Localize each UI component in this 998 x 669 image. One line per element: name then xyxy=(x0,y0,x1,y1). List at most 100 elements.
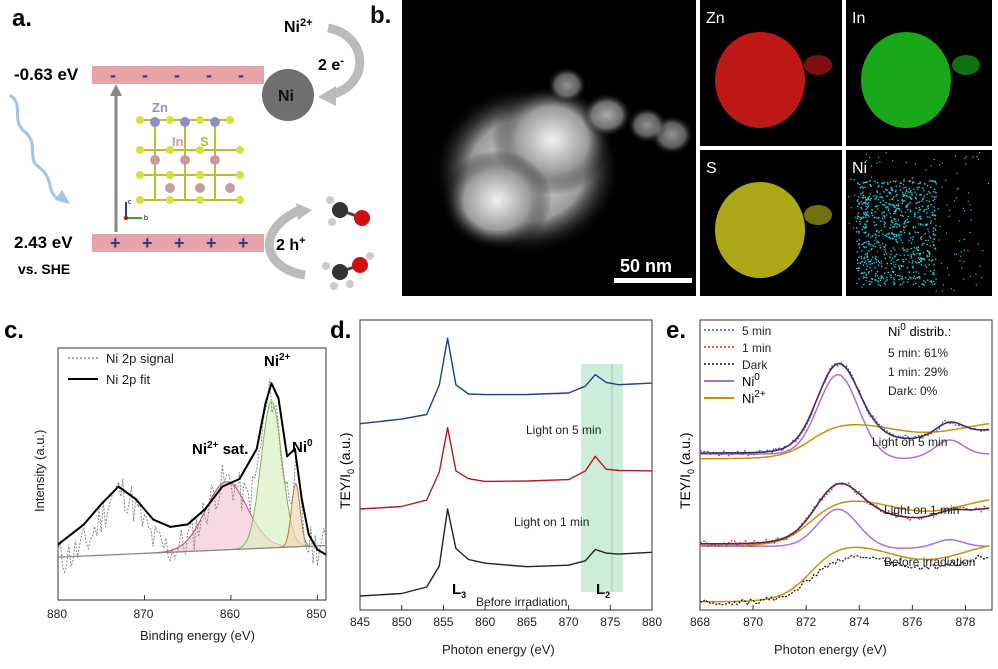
ni-map-dot xyxy=(860,272,863,274)
ni-map-dot xyxy=(917,223,920,225)
ni-map-dot xyxy=(934,218,936,220)
ni-map-dot xyxy=(969,232,971,234)
ni-map-dot xyxy=(864,253,867,255)
ni-map-dot xyxy=(867,214,870,216)
ni-map-dot xyxy=(935,290,937,292)
ni-map-dot xyxy=(893,279,895,281)
ni-map-dot xyxy=(867,202,869,204)
ni-map-dot xyxy=(870,165,872,167)
ni-map-dot xyxy=(886,214,888,216)
ni-map-dot xyxy=(930,180,933,182)
ni-map-dot xyxy=(876,195,878,197)
ni-map-dot xyxy=(902,195,904,197)
ni-map-dot xyxy=(889,212,891,215)
ni-map-dot xyxy=(865,221,868,223)
crystal-structure-icon: Zn In S c b xyxy=(124,100,244,222)
ni-map-dot xyxy=(861,244,863,246)
ni-map-dot xyxy=(933,244,935,247)
ni-map-dot xyxy=(870,236,872,238)
ni-map-dot xyxy=(881,276,883,278)
ni-map-dot xyxy=(934,283,936,285)
x-axis-label: Binding energy (eV) xyxy=(140,628,255,643)
ni-map-dot xyxy=(928,259,930,261)
svg-text:-: - xyxy=(110,65,116,85)
ni-map-dot xyxy=(919,215,922,218)
ni-map-dot xyxy=(925,223,927,225)
ni-map-dot xyxy=(876,229,878,232)
ni-map-dot xyxy=(897,241,899,244)
ni-map-dot xyxy=(896,194,898,196)
ni-map-dot xyxy=(863,202,866,204)
ni-map-dot xyxy=(902,226,905,228)
ni-map-dot xyxy=(890,262,892,265)
ni-map-dot xyxy=(864,196,866,198)
ni-map-dot xyxy=(911,198,913,200)
ni-map-dot xyxy=(927,207,930,210)
ni-particle-icon xyxy=(262,69,314,121)
ni-map-dot xyxy=(912,267,914,269)
ni-map-dot xyxy=(934,198,936,201)
ni-map-dot xyxy=(960,251,962,253)
ni-map-dot xyxy=(919,261,921,263)
ni-map-dot xyxy=(972,156,974,158)
ni-map-dot xyxy=(941,290,944,292)
panel-a: a. - - - - - + + + + + -0.63 eV 2.43 eV vs. SH… xyxy=(0,0,400,300)
ni-map-dot xyxy=(938,239,940,241)
curve-label-before: Before irradiation xyxy=(884,555,975,569)
ni-map-dot xyxy=(894,212,896,214)
ni-map-dot xyxy=(883,223,885,226)
legend-label-0: 5 min xyxy=(742,324,771,338)
ni-map-dot xyxy=(901,242,904,244)
ni-map-dot xyxy=(890,253,892,255)
ni-map-dot xyxy=(932,272,934,274)
ni-map-dot xyxy=(874,245,876,248)
ni-map-dot xyxy=(860,201,862,203)
electron-signs: --- -- xyxy=(110,65,244,85)
ni-map-dot xyxy=(891,237,893,240)
ni-map-dot xyxy=(885,244,887,246)
ni-map-dot xyxy=(965,163,967,165)
ni-map-dot xyxy=(930,237,932,239)
ni-map-dot xyxy=(910,242,913,244)
ni-map-dot xyxy=(921,205,923,207)
ni-map-dot xyxy=(926,212,928,214)
ni-map-dot xyxy=(857,199,859,201)
ni-map-dot xyxy=(970,209,972,211)
ni-map-dot xyxy=(881,213,883,215)
ni-map-dot xyxy=(932,227,935,229)
ni-map-dot xyxy=(884,249,886,251)
ni-map-dot xyxy=(931,211,934,214)
ni-map-dot xyxy=(862,191,864,193)
ni-map-dot xyxy=(870,211,873,214)
ni-map-dot xyxy=(918,201,920,203)
oxidation-arrow-icon xyxy=(265,205,306,280)
ni-map-dot xyxy=(907,278,909,280)
ni-map-dot xyxy=(920,258,923,261)
ni-map-dot xyxy=(932,259,934,261)
ni-map-dot xyxy=(870,281,872,283)
ni-map-dot xyxy=(892,264,895,266)
ni-map-dot xyxy=(887,209,890,212)
ni-map-dot xyxy=(897,275,899,277)
ni-map-dot xyxy=(857,183,859,185)
ni-map-dot xyxy=(885,202,887,204)
ni-map-dot xyxy=(870,269,873,272)
ni-map-dot xyxy=(928,200,930,203)
ni-map-dot xyxy=(933,269,935,272)
ni-map-dot xyxy=(890,274,892,276)
ni-map-dot xyxy=(912,238,914,241)
ni-map-dot xyxy=(906,208,909,211)
ni-map-dot xyxy=(863,246,866,249)
ni-map-dot xyxy=(887,271,890,274)
ni-map-dot xyxy=(863,246,865,248)
ni-map-dot xyxy=(900,211,903,213)
ni-map-dot xyxy=(933,188,936,191)
ni-map-dot xyxy=(862,277,864,279)
ni-map-dot xyxy=(870,185,872,187)
ni-map-dot xyxy=(874,205,877,208)
svg-text:+: + xyxy=(174,233,185,253)
ni-map-dot xyxy=(904,276,907,279)
ni-map-dot xyxy=(911,194,913,196)
ni-map-dot xyxy=(860,255,862,258)
ni-map-dot xyxy=(907,248,909,251)
